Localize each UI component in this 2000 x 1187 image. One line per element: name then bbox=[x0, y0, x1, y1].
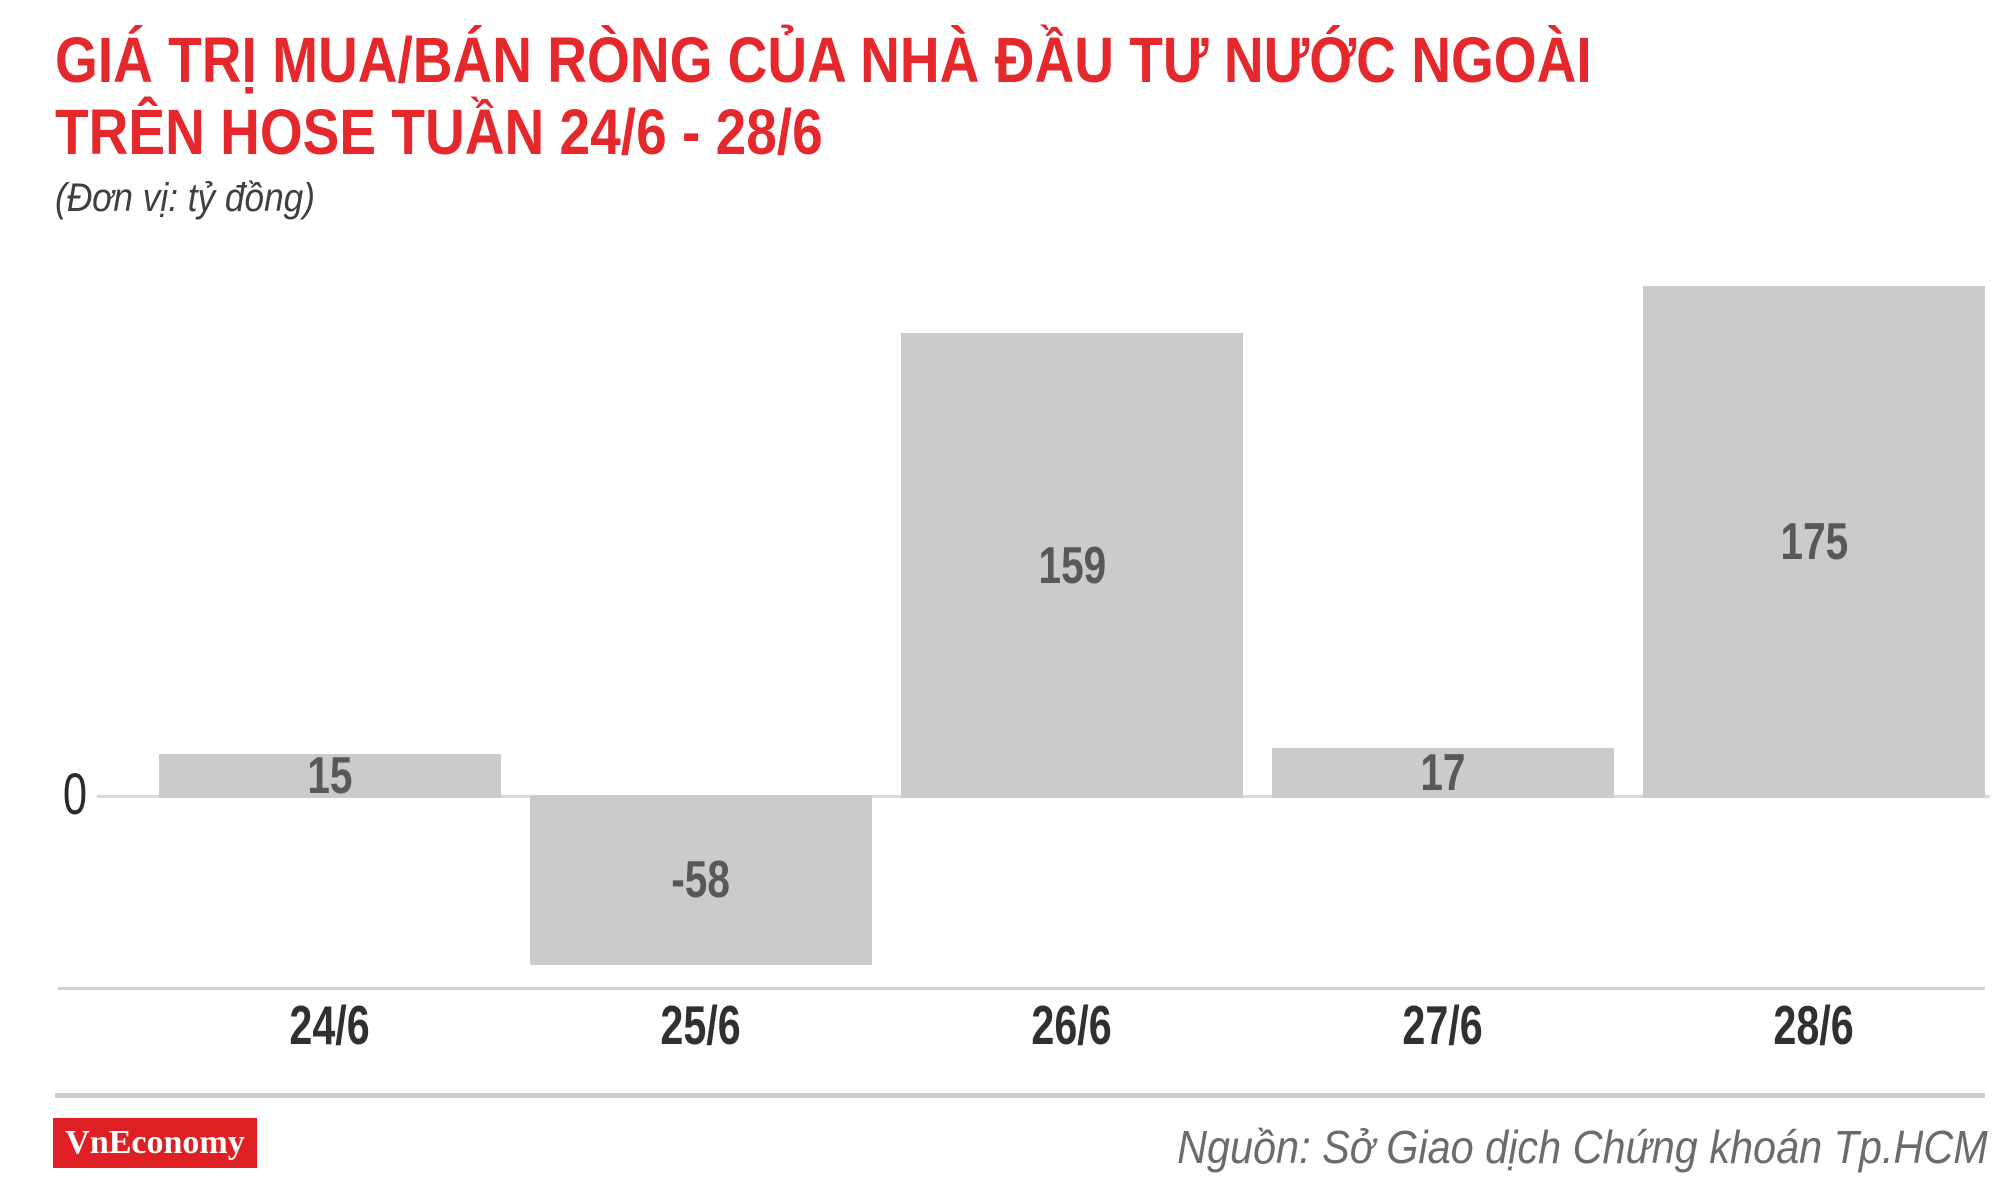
bar-28/6: 175 bbox=[1643, 286, 1985, 798]
bar-26/6: 159 bbox=[901, 333, 1243, 798]
x-axis-label-text: 28/6 bbox=[1773, 994, 1855, 1056]
y-axis-zero-label: 0 bbox=[62, 762, 88, 827]
x-axis-label-25/6: 25/6 bbox=[516, 994, 887, 1056]
chart-unit-subtitle: (Đơn vị: tỷ đồng) bbox=[55, 176, 315, 220]
bar-value-label: 175 bbox=[1780, 513, 1848, 571]
chart-title-line2: TRÊN HOSE TUẦN 24/6 - 28/6 bbox=[55, 96, 823, 168]
chart-title-line1: GIÁ TRỊ MUA/BÁN RÒNG CỦA NHÀ ĐẦU TƯ NƯỚC… bbox=[55, 24, 1592, 96]
x-axis-label-26/6: 26/6 bbox=[887, 994, 1258, 1056]
bar-value-label: 15 bbox=[307, 747, 353, 805]
x-axis-label-27/6: 27/6 bbox=[1258, 994, 1629, 1056]
x-axis-label-text: 25/6 bbox=[660, 994, 742, 1056]
x-axis-label-28/6: 28/6 bbox=[1629, 994, 2000, 1056]
bar-24/6: 15 bbox=[159, 750, 501, 802]
bar-value-label: 159 bbox=[1038, 536, 1106, 595]
x-axis-label-text: 27/6 bbox=[1402, 994, 1484, 1056]
x-axis-label-24/6: 24/6 bbox=[145, 994, 516, 1056]
source-text: Nguồn: Sở Giao dịch Chứng khoán Tp.HCM bbox=[1177, 1121, 1988, 1173]
vneconomy-logo-text: VnEconomy bbox=[65, 1124, 245, 1161]
bar-value-label: 17 bbox=[1420, 744, 1466, 802]
bar-value-label: -58 bbox=[671, 851, 731, 909]
bar-25/6: -58 bbox=[530, 795, 872, 965]
vneconomy-logo: VnEconomy bbox=[53, 1118, 257, 1168]
x-axis-label-text: 26/6 bbox=[1031, 994, 1113, 1056]
bar-27/6: 17 bbox=[1272, 744, 1614, 802]
x-axis-separator-line bbox=[58, 987, 1985, 990]
footer-separator-line bbox=[55, 1093, 1985, 1098]
x-axis-label-text: 24/6 bbox=[289, 994, 371, 1056]
